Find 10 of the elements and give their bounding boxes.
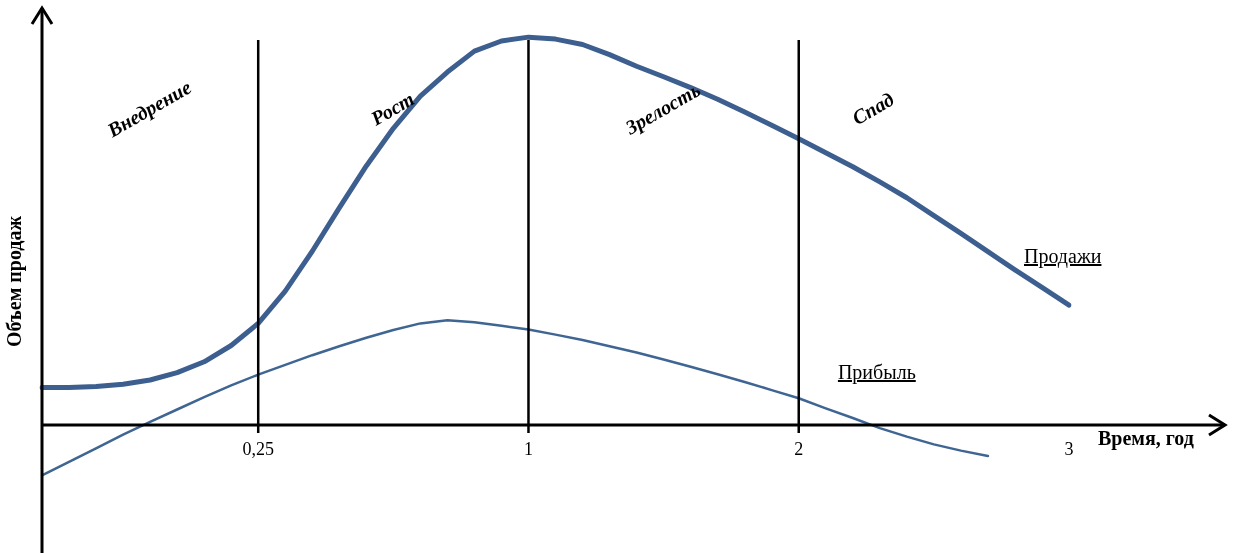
series-label: Продажи (1024, 245, 1102, 269)
x-axis-title: Время, год (1098, 427, 1194, 451)
annotation: Рост (366, 87, 418, 130)
x-tick-label: 2 (794, 438, 804, 459)
x-tick-label: 1 (523, 438, 533, 459)
series-label: Прибыль (837, 361, 916, 384)
y-axis-title: Объем продаж (3, 215, 27, 347)
annotation: Спад (848, 87, 898, 130)
x-tick-label: 0,25 (242, 438, 274, 459)
x-tick-label: 3 (1064, 438, 1074, 459)
